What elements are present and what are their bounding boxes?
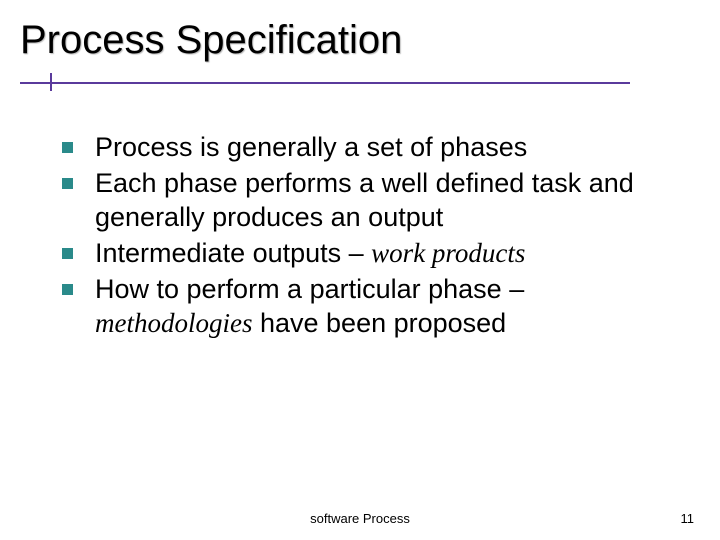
bullet-icon — [62, 284, 73, 295]
bullet-text: How to perform a particular phase – meth… — [95, 272, 672, 340]
title-block: Process Specification — [20, 18, 630, 62]
list-item: How to perform a particular phase – meth… — [62, 272, 672, 340]
page-number: 11 — [681, 511, 695, 526]
bullet-text: Each phase performs a well defined task … — [95, 166, 672, 234]
bullet-text: Intermediate outputs – work products — [95, 236, 525, 270]
underline-line — [20, 82, 630, 84]
bullet-text: Process is generally a set of phases — [95, 130, 527, 164]
underline-tick — [50, 73, 52, 91]
list-item: Intermediate outputs – work products — [62, 236, 672, 270]
bullet-icon — [62, 178, 73, 189]
slide: Process Specification Process is general… — [0, 0, 720, 540]
slide-title: Process Specification — [20, 18, 630, 62]
footer-center: software Process — [0, 511, 720, 526]
bullet-icon — [62, 248, 73, 259]
bullet-icon — [62, 142, 73, 153]
title-underline — [20, 82, 630, 106]
list-item: Process is generally a set of phases — [62, 130, 672, 164]
list-item: Each phase performs a well defined task … — [62, 166, 672, 234]
bullet-list: Process is generally a set of phasesEach… — [62, 130, 672, 342]
